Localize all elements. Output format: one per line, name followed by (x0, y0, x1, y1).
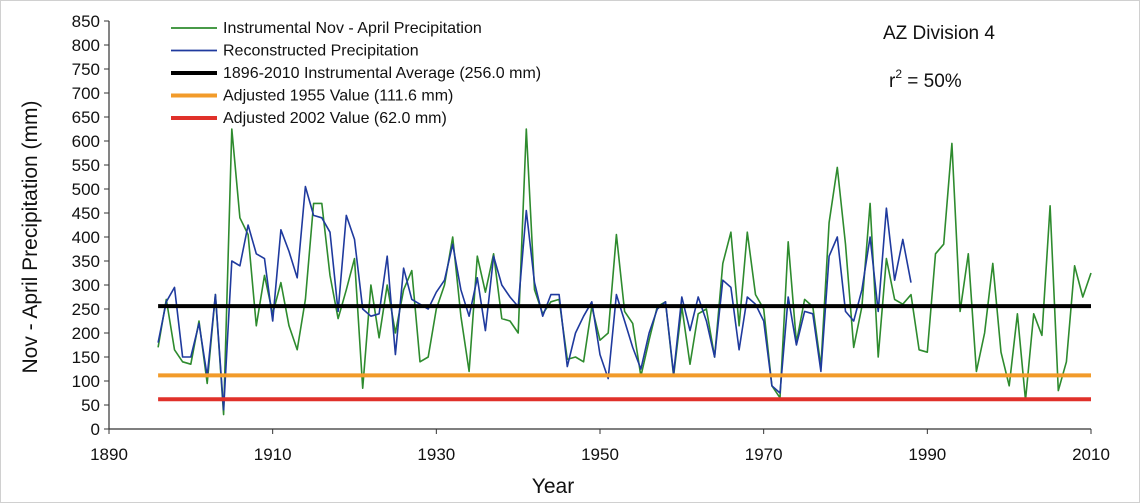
legend-label: Adjusted 1955 Value (111.6 mm) (223, 88, 453, 105)
y-tick-label: 0 (91, 420, 100, 439)
division-label: AZ Division 4 (883, 23, 995, 44)
y-tick-label: 250 (72, 300, 100, 319)
y-tick-label: 850 (72, 12, 100, 31)
legend-label: Reconstructed Precipitation (223, 43, 419, 60)
r-squared-exponent: 2 (895, 67, 902, 81)
x-tick-label: 1930 (417, 445, 455, 464)
y-tick-label: 550 (72, 156, 100, 175)
legend: Instrumental Nov - April Precipitation Re… (171, 20, 541, 127)
y-tick-label: 50 (81, 396, 100, 415)
y-tick-label: 200 (72, 324, 100, 343)
legend-label: 1896-2010 Instrumental Average (256.0 mm… (223, 65, 541, 82)
x-tick-label: 1970 (745, 445, 783, 464)
axis-layer: 0 50 100 150 200 250 300 350 400 450 500 550 600 650 7… (72, 12, 1110, 464)
y-tick-label: 150 (72, 348, 100, 367)
r-squared-label: r2 = 50% (889, 67, 962, 92)
x-tick-label: 1910 (254, 445, 292, 464)
r-squared-r: r (889, 71, 896, 92)
x-tick-label: 1950 (581, 445, 619, 464)
r-squared-value: = 50% (902, 71, 962, 92)
legend-label: Adjusted 2002 Value (62.0 mm) (223, 110, 447, 127)
y-tick-label: 450 (72, 204, 100, 223)
y-tick-label: 350 (72, 252, 100, 271)
legend-label: Instrumental Nov - April Precipitation (223, 20, 482, 37)
x-tick-label: 1890 (90, 445, 128, 464)
y-tick-label: 700 (72, 84, 100, 103)
y-tick-label: 500 (72, 180, 100, 199)
y-tick-label: 400 (72, 228, 100, 247)
y-tick-label: 100 (72, 372, 100, 391)
y-tick-label: 600 (72, 132, 100, 151)
y-axis-title: Nov - April Precipitation (mm) (19, 100, 42, 373)
y-tick-label: 750 (72, 60, 100, 79)
instrumental-nov-april-precipitation-line (157, 128, 1092, 416)
y-tick-label: 650 (72, 108, 100, 127)
x-tick-label: 1990 (908, 445, 946, 464)
x-axis-title: Year (532, 475, 574, 498)
x-tick-label: 2010 (1072, 445, 1110, 464)
series-layer (157, 128, 1092, 416)
y-tick-label: 800 (72, 36, 100, 55)
reconstructed-precipitation-line (157, 185, 912, 411)
y-tick-label: 300 (72, 276, 100, 295)
